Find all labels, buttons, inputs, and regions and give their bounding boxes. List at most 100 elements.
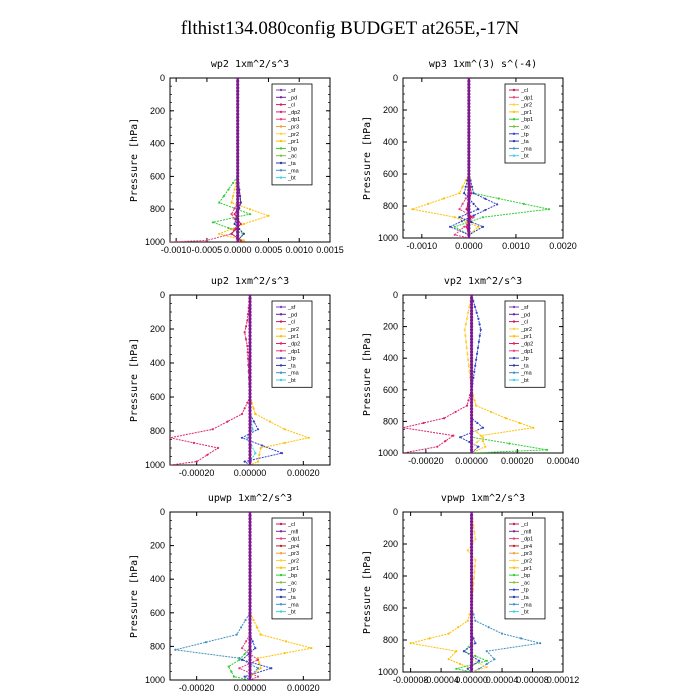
series-point xyxy=(256,667,260,670)
zero-profile-point xyxy=(469,426,474,430)
zero-profile-point xyxy=(469,561,474,565)
series-point xyxy=(251,640,254,643)
zero-profile-point xyxy=(469,375,474,379)
legend-marker xyxy=(279,88,283,92)
zero-profile-point xyxy=(469,350,474,354)
zero-profile-point xyxy=(248,361,252,365)
series-point xyxy=(477,340,480,343)
zero-profile-point xyxy=(248,564,252,568)
zero-profile-point xyxy=(469,641,474,645)
zero-profile-point xyxy=(248,419,252,423)
legend-marker xyxy=(512,132,516,135)
zero-profile-point xyxy=(236,224,240,228)
series-point xyxy=(211,221,215,224)
series-point xyxy=(244,618,247,622)
zero-profile-point xyxy=(467,150,471,154)
y-tick-label: 800 xyxy=(150,426,165,436)
legend-box xyxy=(504,517,546,620)
series-point xyxy=(461,185,464,188)
zero-profile-point xyxy=(248,664,252,669)
legend-marker xyxy=(512,530,516,533)
series-point xyxy=(522,202,525,205)
legend-marker xyxy=(512,522,516,526)
legend-label: _bt xyxy=(520,378,529,384)
zero-profile-point xyxy=(467,172,471,176)
zero-profile-point xyxy=(248,436,252,440)
legend-marker xyxy=(512,364,516,367)
series-point xyxy=(240,646,244,650)
legend-label: _cl xyxy=(287,103,295,109)
zero-profile-point xyxy=(467,236,471,238)
series-point xyxy=(478,323,481,326)
series-point xyxy=(436,445,439,448)
y-tick-label: 200 xyxy=(383,539,398,549)
zero-profile-point xyxy=(469,603,474,607)
x-tick-label: 0.00020 xyxy=(287,468,320,478)
zero-profile-point xyxy=(248,675,252,679)
series-point xyxy=(310,646,313,650)
zero-profile-point xyxy=(469,404,474,408)
zero-profile-point xyxy=(469,422,474,427)
zero-profile-point xyxy=(236,217,240,221)
zero-profile-point xyxy=(236,102,240,106)
zero-profile-point xyxy=(248,557,252,561)
zero-profile-point xyxy=(467,114,471,118)
zero-profile-point xyxy=(467,188,471,192)
zero-profile-point xyxy=(467,230,471,234)
series-point xyxy=(481,436,485,439)
panel-6: vpwp 1xm^2/s^3 Pressure [hPa] 0 200 400 600 80… xyxy=(362,493,579,685)
zero-profile-point xyxy=(248,310,252,314)
legend-label: _tp xyxy=(520,588,529,594)
series-point xyxy=(230,670,233,673)
legend-marker xyxy=(512,342,516,345)
legend-marker xyxy=(512,320,516,323)
y-axis-label: Pressure [hPa] xyxy=(362,116,373,200)
zero-profile-point xyxy=(248,654,252,659)
legend-label: _bt xyxy=(287,378,296,384)
zero-profile-point xyxy=(236,155,240,159)
legend-label: _bp xyxy=(287,573,297,579)
legend-label: _ma xyxy=(287,371,300,377)
series-point xyxy=(256,428,260,431)
series-line-pr1 xyxy=(217,78,271,242)
zero-profile-point xyxy=(248,449,252,453)
zero-profile-point xyxy=(467,162,471,166)
legend-marker xyxy=(279,378,283,382)
zero-profile-point xyxy=(248,453,252,457)
series-point xyxy=(246,319,249,322)
series-point xyxy=(474,642,477,645)
legend-label: _tp xyxy=(287,588,296,594)
zero-profile-point xyxy=(467,166,471,170)
series-point xyxy=(246,351,249,354)
zero-profile-point xyxy=(469,667,474,671)
zero-profile-point xyxy=(469,596,474,601)
legend-label: _cl xyxy=(520,522,528,528)
legend-marker xyxy=(279,335,283,338)
panel-1: wp2 1xm^2/s^3 Pressure [hPa] 0 200 400 600 800… xyxy=(129,59,344,255)
zero-profile-point xyxy=(469,670,474,672)
zero-profile-point xyxy=(248,295,252,297)
zero-profile-point xyxy=(469,555,474,559)
series-point xyxy=(460,220,463,223)
series-point xyxy=(467,358,470,361)
legend-label: _ta xyxy=(520,595,530,601)
zero-profile-point xyxy=(469,312,474,316)
series-point xyxy=(461,202,464,205)
series-point xyxy=(532,426,535,429)
legend-label: _pr3 xyxy=(520,551,532,557)
legend-label: _ma xyxy=(520,371,533,377)
y-axis-label: Pressure [hPa] xyxy=(129,118,140,202)
series-point xyxy=(473,305,477,308)
zero-profile-point xyxy=(248,446,252,450)
series-point xyxy=(240,626,243,629)
zero-profile-point xyxy=(467,108,471,112)
y-tick-label: 0 xyxy=(160,73,165,83)
zero-profile-point xyxy=(248,648,252,652)
zero-profile-point xyxy=(248,422,252,426)
zero-profile-point xyxy=(469,654,474,658)
series-point xyxy=(496,203,499,206)
series-point xyxy=(233,217,236,221)
zero-profile-point xyxy=(248,351,252,355)
legend-label: _tp xyxy=(287,356,296,362)
zero-profile-point xyxy=(469,628,474,633)
